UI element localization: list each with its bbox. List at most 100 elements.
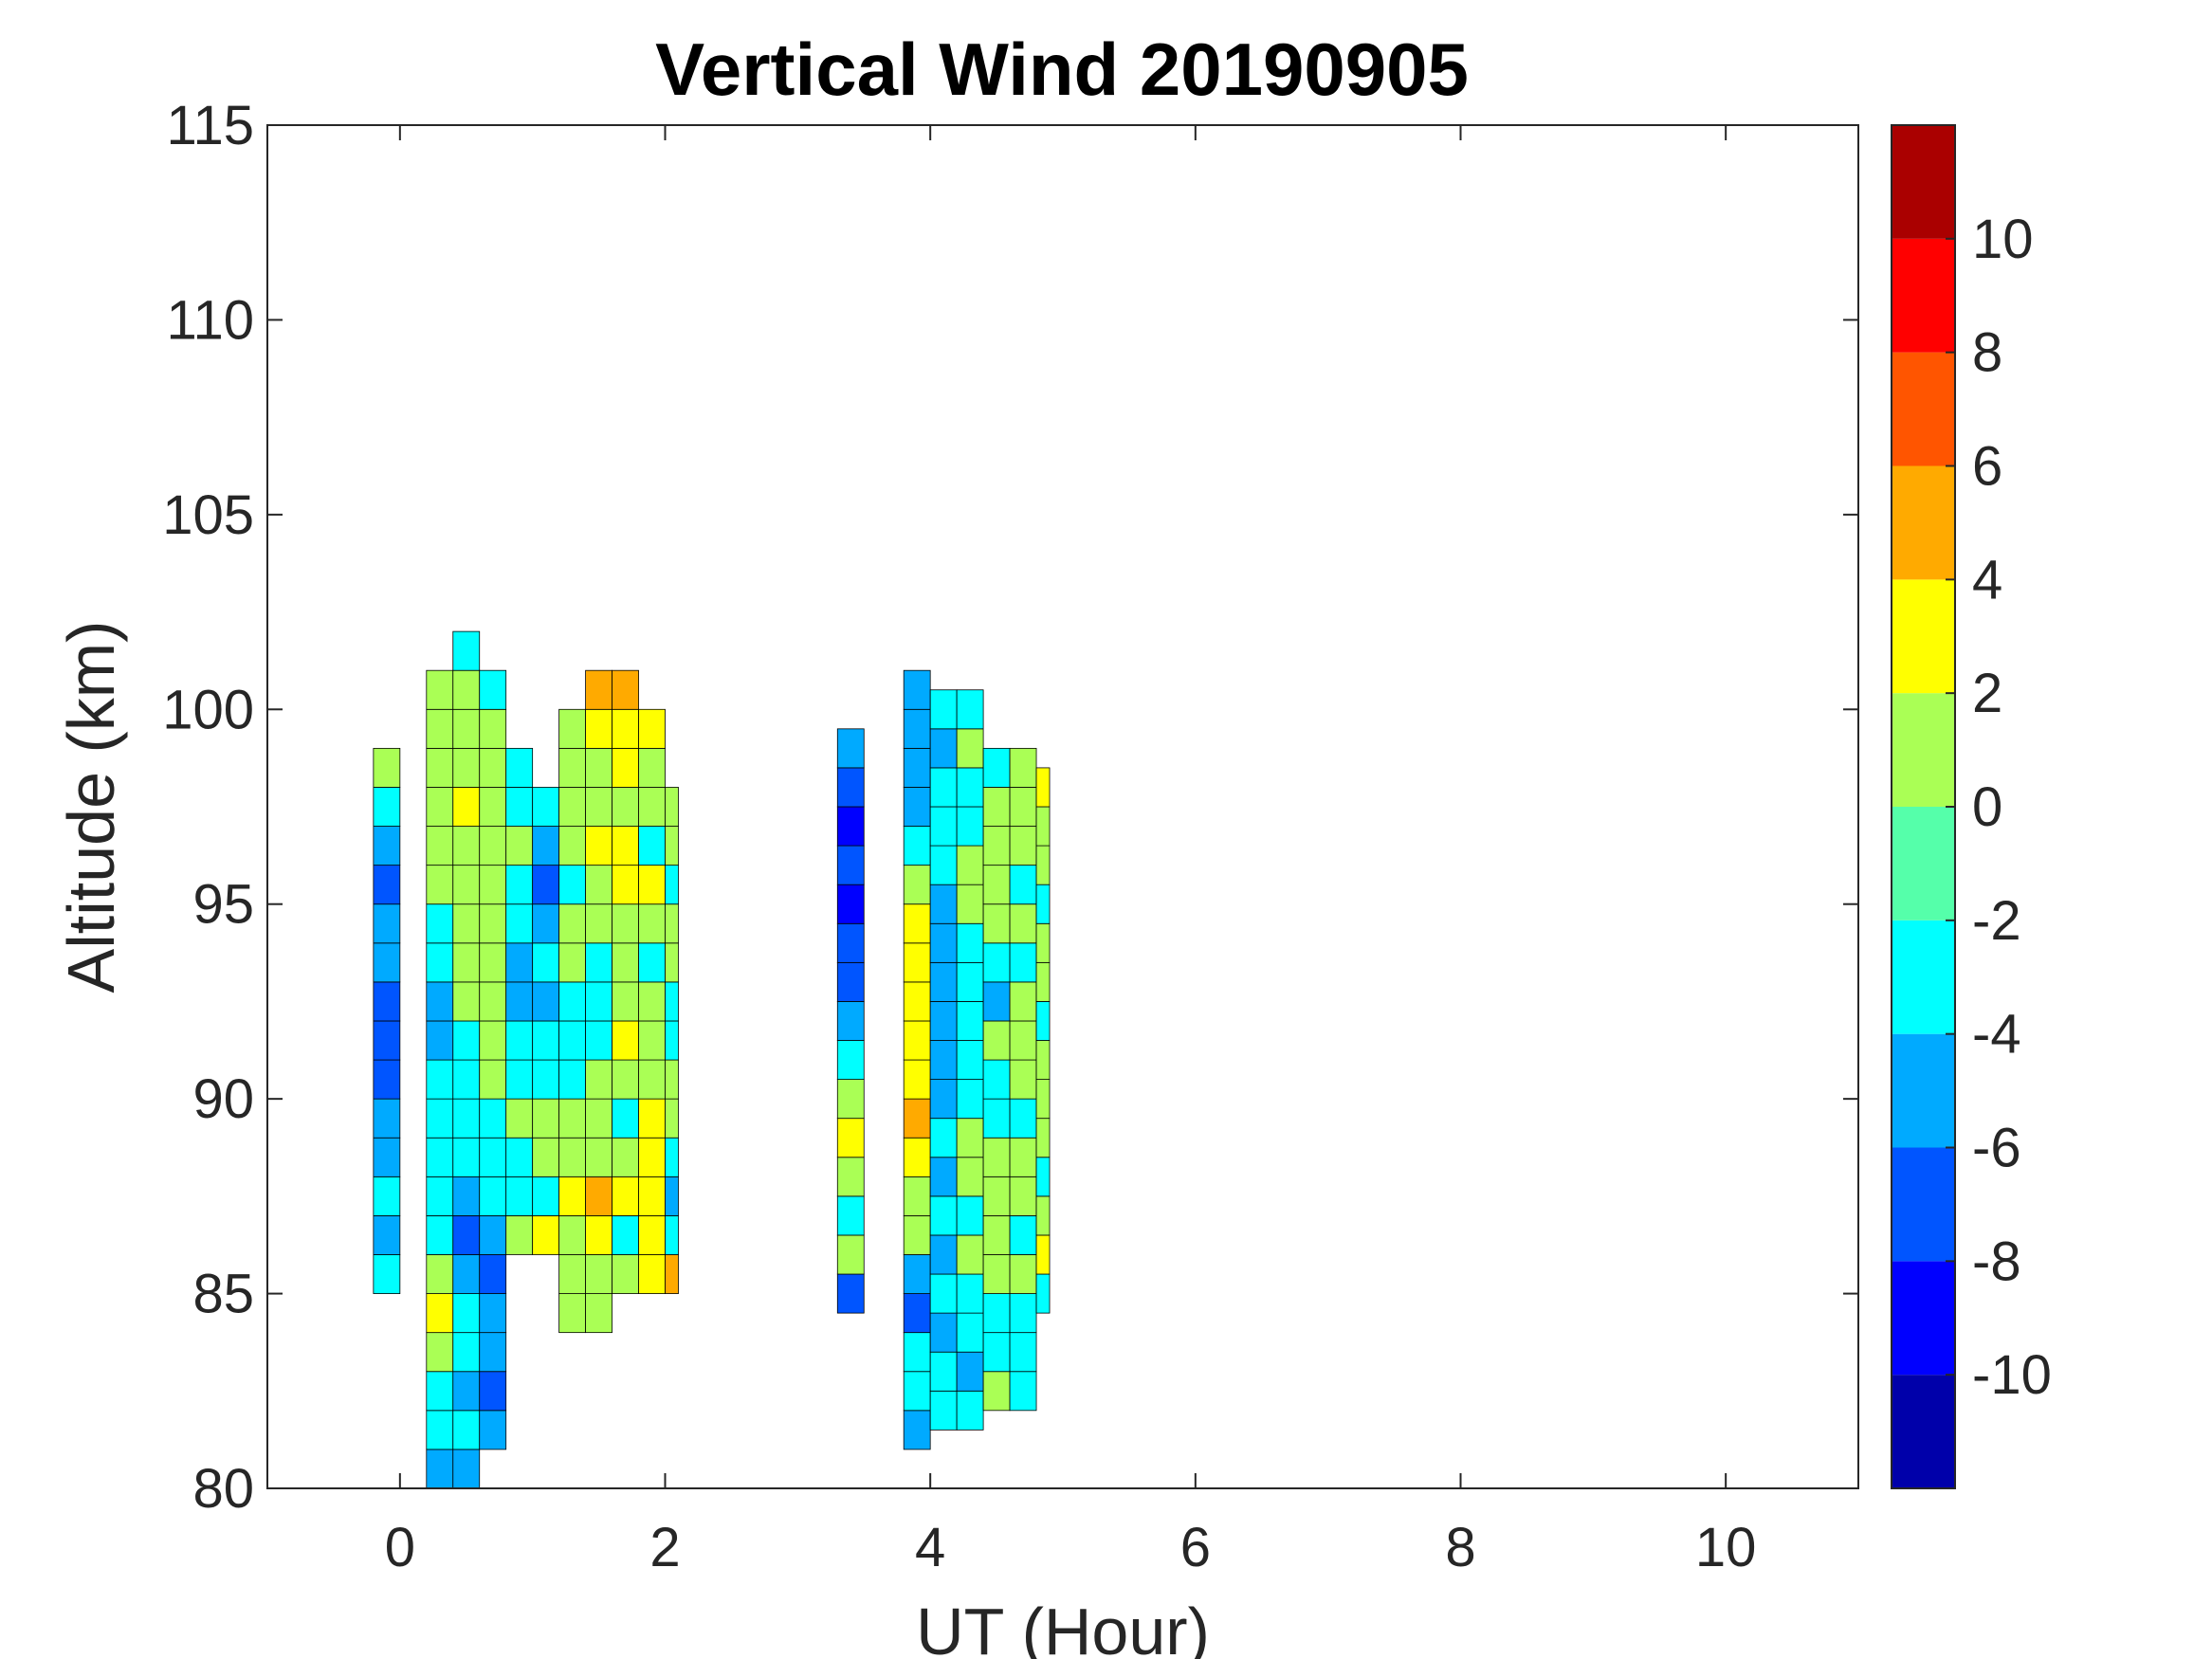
contour-cell [982,1137,1011,1177]
contour-cell [505,1176,534,1216]
contour-cell [665,826,679,866]
contour-cell [426,1098,454,1139]
contour-cell [426,865,454,905]
contour-cell [982,1059,1011,1100]
contour-cell [373,747,401,788]
colorbar-band [1892,920,1955,1034]
contour-cell [532,903,560,944]
contour-cell [956,806,984,847]
contour-cell [903,1371,931,1412]
colorbar-tick-label: -4 [1972,1004,2021,1066]
contour-cell [956,1157,984,1197]
contour-cell [452,747,481,788]
contour-cell [612,708,639,749]
contour-cell [426,1176,454,1216]
contour-cell [612,669,639,710]
contour-cell [956,1001,984,1041]
plot-area-frame [266,124,1859,1489]
colorbar-tick-label: 10 [1972,209,2034,270]
contour-cell [1009,1176,1037,1216]
x-tick-label: 10 [1695,1517,1757,1578]
contour-cell [505,942,534,983]
contour-cell [665,787,679,827]
colorbar: -10 -8 -6 -4 -2 0 2 4 6 8 10 [1891,124,2052,1489]
contour-cell [585,1059,612,1100]
colorbar-band [1892,238,1955,353]
contour-cell [1009,865,1037,905]
contour-cell [982,1215,1011,1255]
contour-cell [612,1215,639,1255]
y-tick-label: 100 [162,679,254,740]
contour-cell [426,1020,454,1061]
contour-cell [585,708,612,749]
contour-cell [479,1098,507,1139]
contour-cell [558,1137,587,1177]
contour-cell [1009,826,1037,866]
contour-cell [956,1234,984,1275]
contour-cell [1035,845,1051,885]
contour-cell [638,1020,666,1061]
contour-cell [532,1059,560,1100]
contour-cell [373,1137,401,1177]
contour-cell [982,1371,1011,1412]
contour-cell [532,1137,560,1177]
contour-cell [426,708,454,749]
contour-cell [836,767,865,808]
contour-cell [532,787,560,827]
contour-cell [612,826,639,866]
contour-cell [479,981,507,1022]
contour-cell [452,942,481,983]
contour-cell [479,1137,507,1177]
contour-cell [665,1215,679,1255]
x-tick-label: 8 [1445,1517,1475,1578]
contour-cell [836,806,865,847]
y-tick-label: 85 [192,1264,254,1325]
contour-cell [558,747,587,788]
contour-cell [585,1098,612,1139]
contour-cell [929,1118,958,1158]
contour-cell [903,708,931,749]
contour-cell [479,865,507,905]
contour-cell [1035,1234,1051,1275]
colorbar-band [1892,1147,1955,1262]
colorbar-tick-label: 4 [1972,549,2002,611]
contour-cell [532,1215,560,1255]
x-tick-label: 6 [1180,1517,1211,1578]
contour-cell [585,1293,612,1334]
contour-cell [452,1176,481,1216]
chart-title: Vertical Wind 20190905 [655,27,1469,111]
contour-cell [1009,1059,1037,1100]
contour-cell [558,865,587,905]
contour-cell [638,708,666,749]
contour-cell [903,1410,931,1450]
contour-cell [452,1098,481,1139]
colorbar-tick-label: -10 [1972,1344,2052,1406]
contour-cell [956,767,984,808]
contour-cell [585,1176,612,1216]
contour-fill [373,630,1051,1489]
contour-cell [1009,1098,1037,1139]
contour-cell [929,1273,958,1314]
contour-cell [638,1098,666,1139]
contour-cell [585,1254,612,1294]
contour-cell [452,1020,481,1061]
contour-cell [585,1020,612,1061]
contour-cell [929,1157,958,1197]
contour-cell [956,689,984,730]
contour-cell [505,1098,534,1139]
contour-cell [638,1137,666,1177]
contour-cell [558,981,587,1022]
contour-cell [929,728,958,769]
contour-cell [452,1449,481,1489]
colorbar-band [1892,1033,1955,1148]
contour-cell [1009,942,1037,983]
contour-cell [558,1098,587,1139]
contour-cell [479,787,507,827]
contour-cell [903,1332,931,1373]
contour-cell [426,1449,454,1489]
contour-cell [479,747,507,788]
contour-cell [1035,1079,1051,1120]
contour-cell [452,1215,481,1255]
contour-cell [585,669,612,710]
contour-cell [1035,1273,1051,1314]
